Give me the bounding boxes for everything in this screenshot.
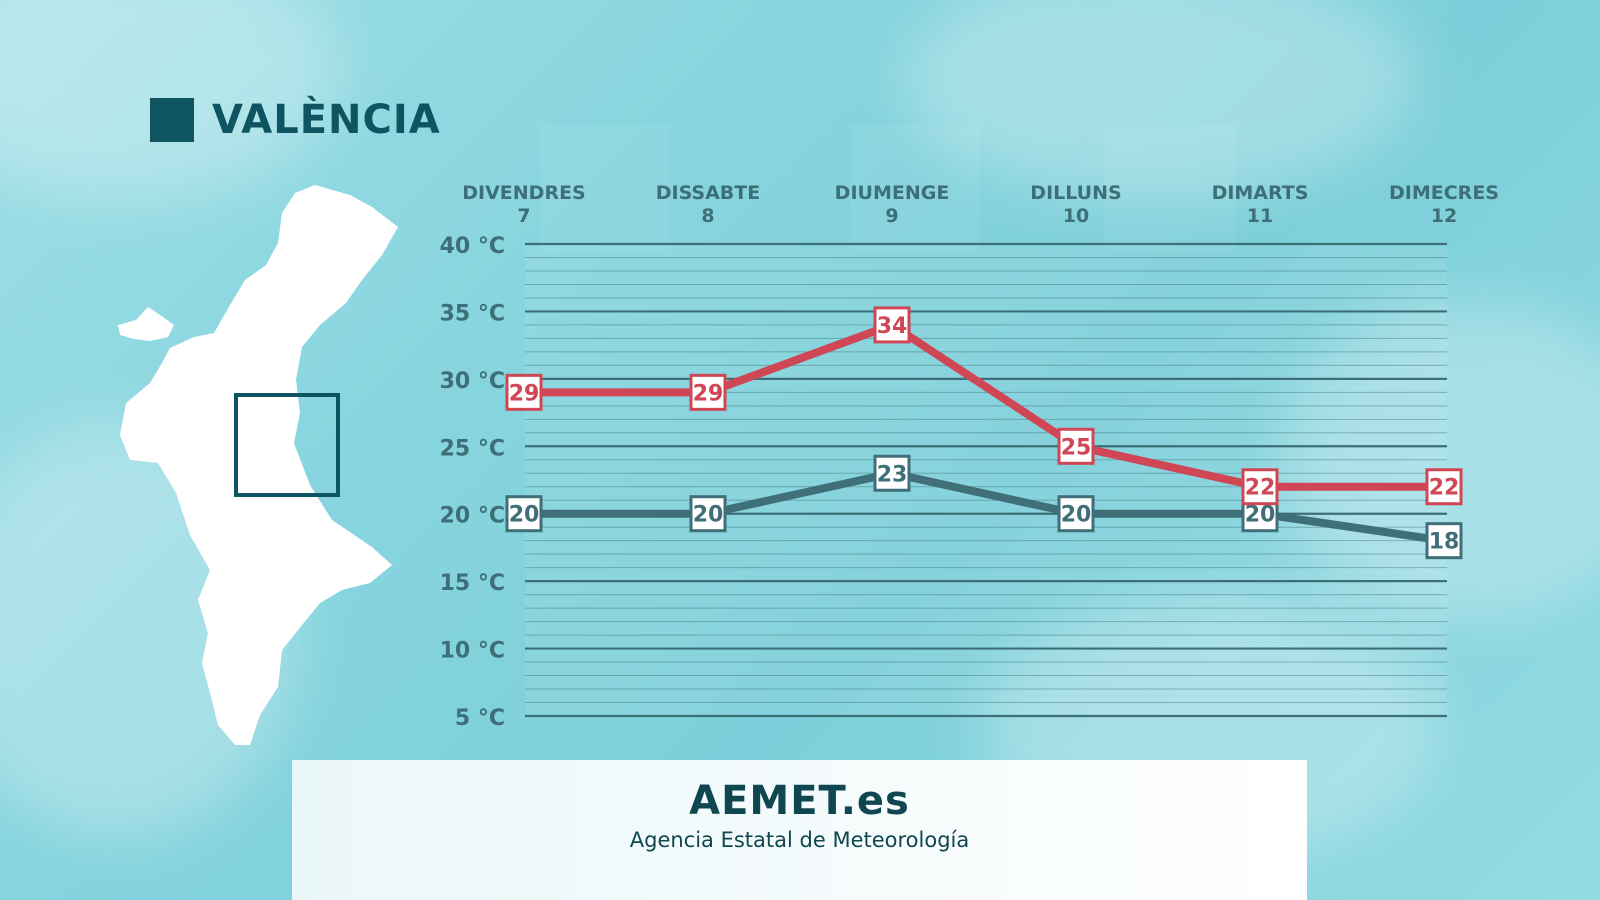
x-day-name: DIUMENGE [835,182,950,204]
y-tick-label: 15 °C [440,571,505,596]
data-point-box-min [505,495,543,533]
data-label-min: 20 [1245,503,1276,528]
x-day-name: DISSABTE [656,182,760,204]
x-day-number: 9 [885,205,898,227]
x-day-number: 7 [517,205,530,227]
background-tile [1105,125,1235,250]
x-day-name: DIVENDRES [462,182,586,204]
y-axis-labels: 40 °C 35 °C 30 °C 25 °C 20 °C 15 °C 10 °C 5 °C [440,234,505,731]
data-point-box-max [505,373,543,411]
data-point-box-min [1057,495,1095,533]
data-label-max: 34 [877,314,908,339]
data-label-min: 20 [693,503,724,528]
data-point-box-min [689,495,727,533]
x-day-name: DIMARTS [1212,182,1309,204]
footer-subtitle: Agencia Estatal de Meteorología [629,828,970,852]
background-tile [850,125,980,250]
data-label-min: 20 [1061,503,1092,528]
data-label-max: 25 [1061,435,1092,460]
data-label-max: 22 [1429,476,1460,501]
data-label-max: 29 [693,381,724,406]
chart-series: 20 20 23 20 20 18 29 29 34 25 22 22 [505,306,1463,560]
data-point-box-max [1241,468,1279,506]
location-title: VALÈNCIA [150,97,441,143]
island-shape [118,307,174,341]
y-tick-label: 40 °C [440,234,505,259]
x-day-number: 11 [1247,205,1273,227]
footer-brand: AEMET.es [689,778,910,824]
data-point-box-max [1425,468,1463,506]
y-tick-label: 5 °C [455,706,505,731]
x-day-name: DIMECRES [1389,182,1499,204]
x-day-name: DILLUNS [1030,182,1121,204]
data-point-box-max [1057,427,1095,465]
y-tick-label: 25 °C [440,436,505,461]
data-label-min: 20 [509,503,540,528]
data-point-box-min [1425,522,1463,560]
region-map [118,185,398,745]
y-tick-label: 30 °C [440,369,505,394]
data-label-min: 18 [1429,530,1460,555]
series-line-max [520,320,1448,491]
data-point-box-min [873,454,911,492]
data-point-box-max [689,373,727,411]
x-day-number: 12 [1431,205,1457,227]
background-cloud [1280,300,1600,620]
series-line-min [520,469,1448,545]
y-tick-label: 20 °C [440,504,505,529]
background-tile [540,125,670,250]
background-cloud [900,0,1420,200]
x-day-number: 8 [701,205,714,227]
location-name: VALÈNCIA [212,97,441,143]
region-map-shape [120,185,398,745]
chart-plot-area [525,244,1447,716]
data-label-max: 29 [509,381,540,406]
data-point-box-max [873,306,911,344]
data-label-max: 22 [1245,476,1276,501]
x-day-number: 10 [1063,205,1089,227]
y-tick-label: 10 °C [440,639,505,664]
zoom-area-frame [234,393,340,497]
data-label-min: 23 [877,462,908,487]
title-marker-square [150,98,194,142]
y-tick-label: 35 °C [440,301,505,326]
footer-banner: AEMET.es Agencia Estatal de Meteorología [292,760,1307,900]
